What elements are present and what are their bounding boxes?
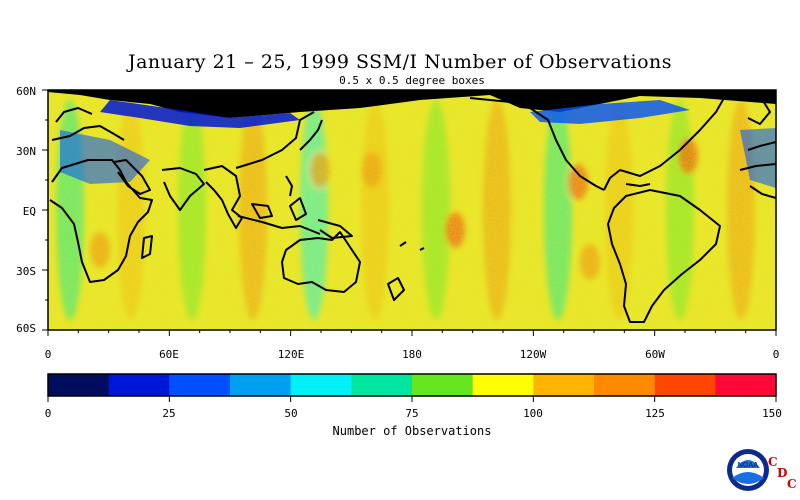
north-america-coastline	[469, 97, 605, 191]
map-title: January 21 – 25, 1999 SSM/I Number of Ob…	[127, 51, 673, 73]
colorbar-segment	[472, 374, 534, 396]
colorbar-segment	[533, 374, 595, 396]
colorbar-segment	[594, 374, 656, 396]
lat-label-60s: 60S	[16, 322, 36, 335]
colorbar-tick-75: 75	[405, 407, 419, 420]
lat-label-30s: 30S	[16, 265, 36, 278]
africa-coastline	[49, 159, 153, 283]
colorbar	[48, 374, 777, 396]
colorbar-segment	[108, 374, 170, 396]
noaa-logo	[727, 449, 769, 491]
lon-label-120w: 120W	[519, 348, 547, 361]
colorbar-tick-50: 50	[284, 407, 298, 420]
cdc-letter-d: D	[777, 466, 788, 480]
map-subtitle: 0.5 x 0.5 degree boxes	[339, 74, 485, 87]
south-america-coastline	[607, 189, 721, 323]
australia-coastline	[281, 231, 361, 293]
cdc-letter-c2: C	[787, 477, 797, 491]
coastlines	[49, 95, 776, 323]
colorbar-segment	[48, 374, 110, 396]
lon-label-60e: 60E	[159, 348, 179, 361]
cdc-letter-c1: C	[768, 455, 778, 469]
observation-field	[48, 90, 776, 330]
lon-label-120e: 120E	[277, 348, 305, 361]
colorbar-segment	[230, 374, 292, 396]
colorbar-segment	[290, 374, 352, 396]
lat-label-eq: EQ	[22, 205, 36, 218]
colorbar-tick-150: 150	[762, 407, 782, 420]
lon-label-0-right: 0	[772, 348, 780, 361]
lon-label-60w: 60W	[645, 348, 665, 361]
colorbar-tick-25: 25	[162, 407, 176, 420]
colorbar-segment	[715, 374, 777, 396]
colorbar-segment	[654, 374, 716, 396]
noaa-badge-text: NOAA	[738, 462, 759, 469]
lon-label-0: 0	[44, 348, 52, 361]
colorbar-segment	[351, 374, 413, 396]
colorbar-segment	[169, 374, 231, 396]
lon-label-180: 180	[402, 348, 422, 361]
colorbar-segment	[412, 374, 474, 396]
colorbar-title: Number of Observations	[332, 424, 492, 438]
northern-ice-region	[48, 90, 776, 118]
colorbar-tick-125: 125	[645, 407, 665, 420]
lat-label-30n: 30N	[16, 145, 36, 158]
colorbar-tick-0: 0	[44, 407, 52, 420]
colorbar-tick-100: 100	[523, 407, 543, 420]
lat-label-60n: 60N	[16, 85, 36, 98]
